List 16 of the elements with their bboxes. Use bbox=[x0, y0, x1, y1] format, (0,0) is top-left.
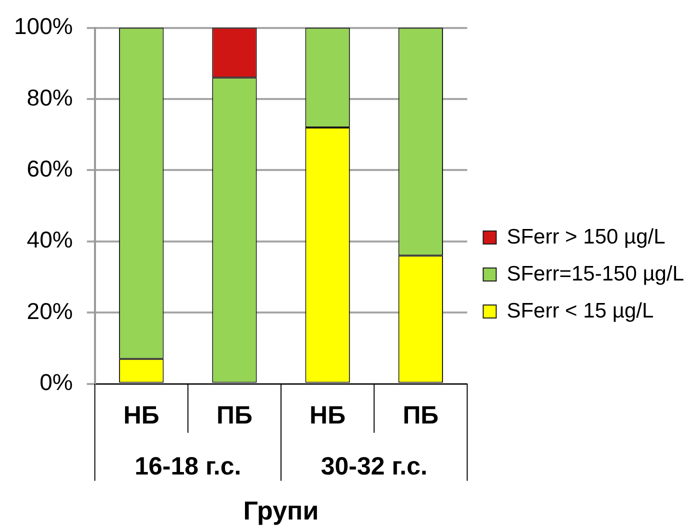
y-tick-label: 60% bbox=[26, 156, 73, 182]
y-tick-label: 80% bbox=[26, 84, 73, 110]
legend-label: SFerr < 15 µg/L bbox=[506, 299, 654, 322]
x-tick-label: ПБ bbox=[216, 402, 252, 430]
x-tick-label: НБ bbox=[123, 402, 160, 430]
y-tick-label: 40% bbox=[26, 226, 73, 253]
x-axis-title: Групи bbox=[243, 496, 319, 526]
legend-label: SFerr > 150 µg/L bbox=[506, 225, 666, 248]
legend-label: SFerr=15-150 µg/L bbox=[506, 262, 684, 286]
y-tick-label: 20% bbox=[26, 298, 73, 324]
y-tick-label: 100% bbox=[14, 13, 73, 40]
text: 16-18 г.с. bbox=[134, 452, 242, 481]
y-tick-label: 0% bbox=[40, 369, 73, 396]
x-tick-label: НБ bbox=[310, 402, 346, 430]
text: 30-32 г.с. bbox=[320, 452, 428, 481]
x-tick-label: ПБ bbox=[402, 402, 439, 430]
